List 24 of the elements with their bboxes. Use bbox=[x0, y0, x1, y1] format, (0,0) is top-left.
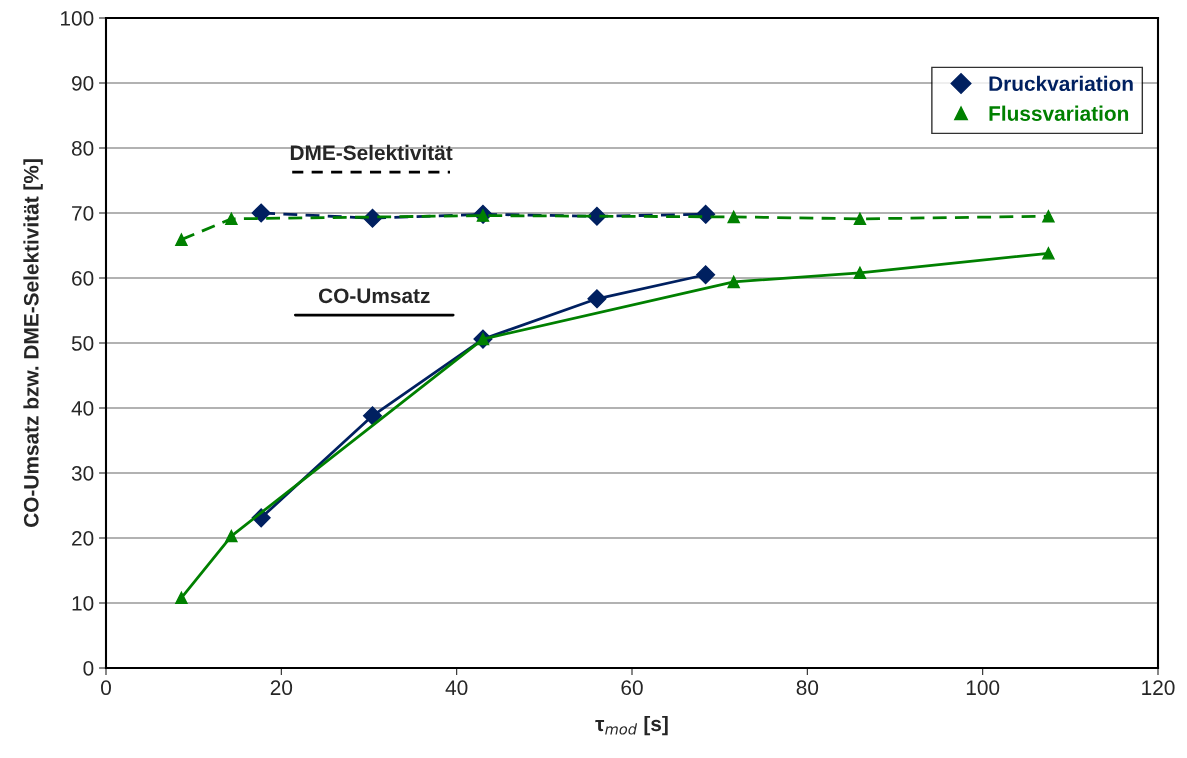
y-tick-label: 90 bbox=[72, 76, 94, 91]
x-tick-label: 0 bbox=[101, 680, 111, 696]
annotation: CO-Umsatz bbox=[318, 288, 430, 304]
annotation: DME-Selektivität bbox=[290, 144, 453, 161]
x-tick-label: 80 bbox=[796, 680, 819, 696]
y-axis-title: CO-Umsatz bzw. DME-Selektivität [%] bbox=[23, 159, 43, 527]
x-tick-label: 120 bbox=[1142, 680, 1175, 696]
y-tick-label: 20 bbox=[72, 531, 94, 546]
y-tick-label: 50 bbox=[71, 336, 94, 351]
y-tick-label: 0 bbox=[83, 661, 94, 676]
y-tick-label: 80 bbox=[71, 141, 94, 156]
y-tick-label: 70 bbox=[72, 206, 94, 221]
x-tick-label: 100 bbox=[966, 680, 1000, 696]
legend-label: Flussvariation bbox=[989, 105, 1129, 121]
y-tick-label: 100 bbox=[61, 11, 94, 26]
x-axis-title: τ$_{mod}$ [s] bbox=[595, 715, 668, 736]
x-tick-label: 20 bbox=[270, 680, 293, 696]
y-tick-label: 30 bbox=[71, 466, 94, 481]
y-tick-label: 40 bbox=[71, 401, 94, 416]
x-tick-label: 60 bbox=[621, 680, 643, 696]
x-tick-label: 40 bbox=[445, 680, 468, 696]
y-tick-label: 10 bbox=[72, 596, 94, 611]
y-tick-label: 60 bbox=[72, 271, 94, 286]
legend-label: Druckvariation bbox=[989, 75, 1133, 92]
